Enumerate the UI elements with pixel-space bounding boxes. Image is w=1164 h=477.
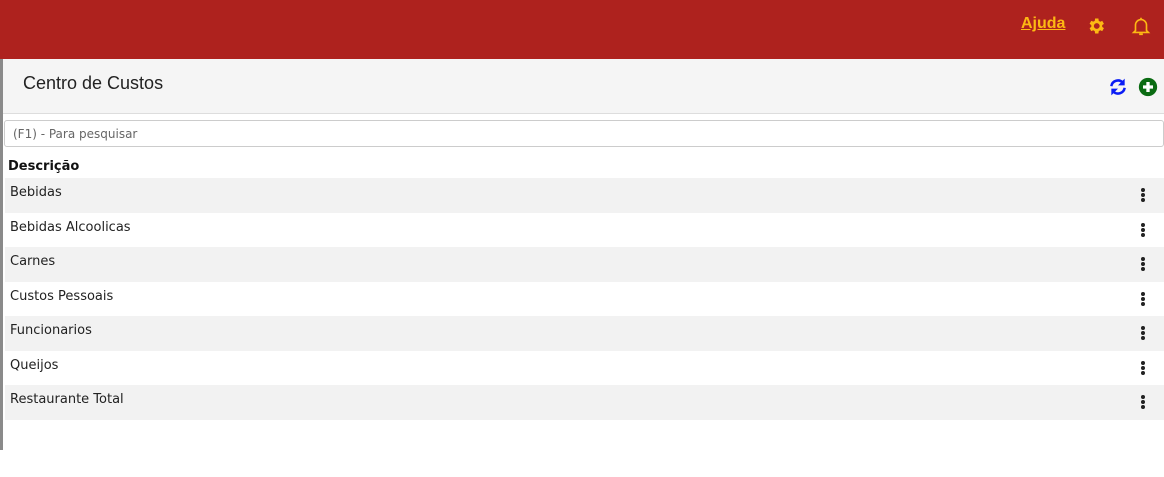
row-label: Bebidas Alcoolicas [10,219,131,235]
top-bar: Ajuda [0,0,1164,59]
more-options-icon[interactable] [1139,395,1147,411]
more-options-icon[interactable] [1139,360,1147,377]
table-row[interactable]: Bebidas Alcoolicas [5,213,1164,248]
help-link[interactable]: Ajuda [1021,15,1066,32]
row-label: Restaurante Total [10,392,124,407]
table-row[interactable]: Restaurante Total [5,385,1164,420]
row-label: Queijos [10,357,59,373]
table-row[interactable]: Queijos [5,351,1164,386]
plus-circle-icon[interactable] [1138,77,1158,97]
row-label: Custos Pessoais [10,288,114,304]
more-options-icon[interactable] [1139,222,1147,239]
bell-icon[interactable] [1130,15,1152,37]
table-row[interactable]: Funcionarios [5,316,1164,351]
table-row[interactable]: Bebidas [5,178,1164,213]
more-options-icon[interactable] [1139,257,1147,273]
left-border [0,59,3,450]
table-row[interactable]: Custos Pessoais [5,282,1164,317]
more-options-icon[interactable] [1139,188,1147,204]
row-label: Carnes [10,254,56,269]
search-input[interactable] [4,120,1164,147]
refresh-icon[interactable] [1107,77,1129,97]
table-body: Bebidas Bebidas Alcoolicas Carnes Custos… [5,178,1164,420]
gear-icon[interactable] [1086,16,1106,36]
page-title: Centro de Custos [23,73,164,93]
more-options-icon[interactable] [1139,291,1147,308]
column-header-descricao: Descrição [8,159,80,174]
row-label: Bebidas [10,185,62,200]
table-row[interactable]: Carnes [5,247,1164,282]
row-label: Funcionarios [10,323,92,338]
panel-header: Centro de Custos [3,59,1164,114]
more-options-icon[interactable] [1139,326,1147,342]
